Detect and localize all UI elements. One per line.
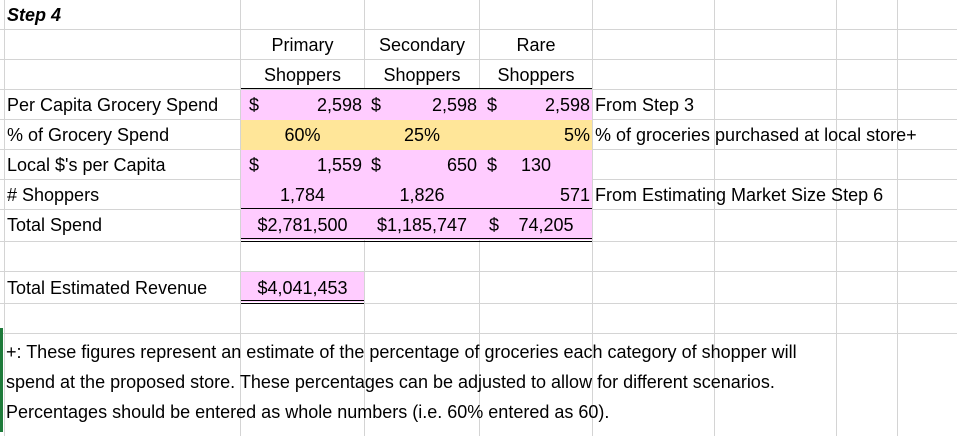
cell-value[interactable]: 1,826 [399, 185, 445, 205]
footnote-line: spend at the proposed store. These perce… [6, 372, 775, 392]
cell-fill-per-capita [241, 90, 592, 120]
cell-value[interactable]: 60% [284, 125, 321, 145]
revenue-double-underline [241, 300, 364, 304]
row-note: From Estimating Market Size Step 6 [595, 185, 884, 205]
cell-fill-percent [241, 120, 592, 150]
cell-value[interactable]: 74,205 [518, 215, 574, 235]
cell-value[interactable]: 2,598 [431, 95, 477, 115]
header-underline [241, 88, 592, 89]
grid-row-line [0, 271, 957, 272]
col-header-primary-line1: Primary [271, 35, 334, 55]
cell-value[interactable]: 130 [520, 155, 552, 175]
total-revenue-value[interactable]: $4,041,453 [257, 278, 348, 298]
currency-symbol: $ [487, 95, 498, 115]
col-header-primary-line2: Shoppers [263, 65, 342, 85]
row-label: # Shoppers [7, 185, 100, 205]
sheet-title: Step 4 [7, 5, 62, 25]
grid-col-line [897, 0, 898, 436]
cell-value[interactable]: 571 [559, 185, 590, 205]
currency-symbol: $ [371, 95, 382, 115]
currency-symbol: $ [371, 155, 382, 175]
grid-col-line [836, 0, 837, 436]
sum-underline [241, 208, 592, 209]
grid-col-line [592, 0, 593, 436]
cell-value[interactable]: $1,185,747 [376, 215, 468, 235]
footnote-line: +: These figures represent an estimate o… [6, 342, 797, 362]
grid-col-line [4, 0, 5, 436]
grid-row-line [0, 303, 957, 304]
row-label: Total Spend [7, 215, 103, 235]
row-label: % of Grocery Spend [7, 125, 170, 145]
cell-value[interactable]: $2,781,500 [257, 215, 348, 235]
grid-row-line [0, 59, 957, 60]
row-note: % of groceries purchased at local store+ [595, 125, 917, 145]
row-label: Local $'s per Capita [7, 155, 166, 175]
cell-fill-local-shoppers-total [241, 150, 592, 240]
currency-symbol: $ [249, 95, 260, 115]
cell-value[interactable]: 1,559 [316, 155, 362, 175]
col-header-rare-line1: Rare [516, 35, 556, 55]
grid-col-line [240, 0, 241, 436]
currency-symbol: $ [487, 155, 498, 175]
grid-row-line [0, 29, 957, 30]
footnote-border [0, 328, 3, 432]
col-header-rare-line2: Shoppers [497, 65, 575, 85]
total-double-underline [241, 238, 592, 242]
grid-col-line [714, 0, 715, 436]
cell-value[interactable]: 2,598 [544, 95, 590, 115]
grid-row-line [0, 333, 957, 334]
footnote-line: Percentages should be entered as whole n… [6, 402, 610, 422]
row-label: Per Capita Grocery Spend [7, 95, 219, 115]
currency-symbol: $ [489, 215, 500, 235]
cell-value[interactable]: 2,598 [316, 95, 362, 115]
cell-value[interactable]: 25% [403, 125, 441, 145]
currency-symbol: $ [249, 155, 260, 175]
col-header-secondary-line2: Shoppers [383, 65, 461, 85]
cell-value[interactable]: 650 [446, 155, 477, 175]
total-revenue-label: Total Estimated Revenue [7, 278, 208, 298]
cell-value[interactable]: 5% [563, 125, 590, 145]
cell-value[interactable]: 1,784 [279, 185, 326, 205]
col-header-secondary-line1: Secondary [378, 35, 466, 55]
grid-row-line [0, 89, 957, 90]
row-note: From Step 3 [595, 95, 695, 115]
cell-fill-total-revenue [241, 272, 364, 302]
